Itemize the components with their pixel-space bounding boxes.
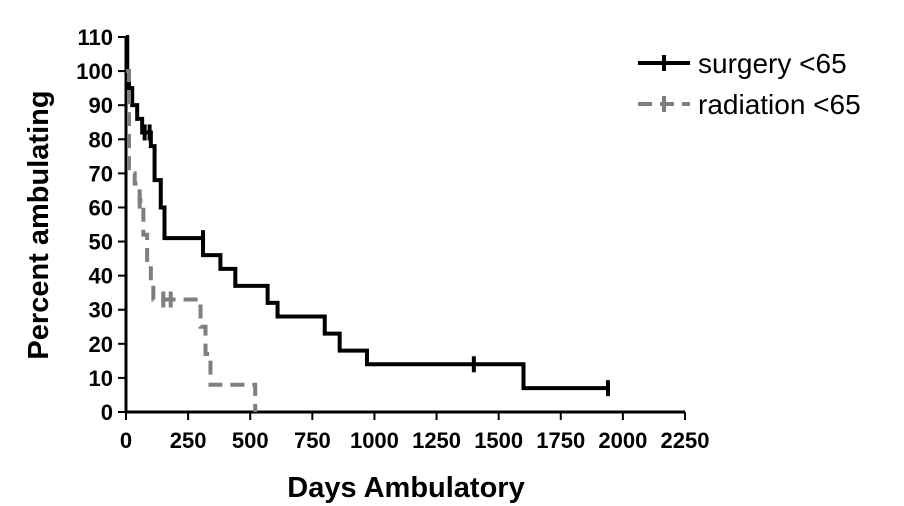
y-tick-label: 60: [89, 195, 113, 220]
series-1-line: [125, 35, 608, 391]
y-tick-label: 10: [89, 366, 113, 391]
y-tick-label: 110: [78, 25, 114, 50]
x-tick-label: 2250: [661, 428, 710, 453]
x-tick-label: 0: [120, 428, 132, 453]
x-tick-label: 750: [294, 428, 331, 453]
x-tick-label: 1750: [536, 428, 585, 453]
x-axis-title: Days Ambulatory: [287, 472, 524, 504]
series-2-line: [126, 69, 258, 412]
y-tick-label: 50: [89, 230, 113, 255]
axes: 0 10 20 30 40 50 60 70 80 90 100 110 0 250 500 750 1000 1…: [76, 25, 709, 453]
y-axis-title: Percent ambulating: [23, 90, 55, 359]
series-layer: [125, 35, 610, 412]
y-tick-label: 70: [89, 161, 113, 186]
legend-label-2: radiation <65: [698, 89, 861, 120]
x-tick-label: 1250: [412, 428, 461, 453]
y-tick-label: 90: [89, 93, 113, 118]
y-tick-label: 0: [101, 400, 113, 425]
x-tick-label: 250: [170, 428, 207, 453]
x-tick-label: 1000: [350, 428, 399, 453]
x-tick-label: 2000: [598, 428, 647, 453]
y-tick-label: 30: [89, 298, 113, 323]
x-tick-label: 500: [232, 428, 269, 453]
y-tick-label: 100: [76, 59, 113, 84]
legend-label-1: surgery <65: [698, 48, 847, 79]
legend: surgery <65 radiation <65: [638, 48, 861, 120]
x-tick-label: 1500: [474, 428, 523, 453]
y-tick-label: 80: [89, 127, 113, 152]
y-tick-label: 40: [89, 264, 113, 289]
y-tick-label: 20: [89, 332, 113, 357]
